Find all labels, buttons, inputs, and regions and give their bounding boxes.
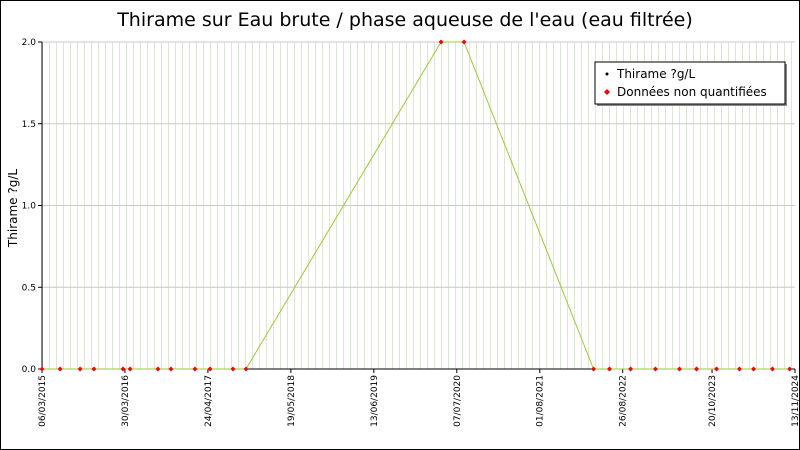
non-quantified-marker [57, 366, 63, 372]
legend-marker [604, 89, 610, 95]
x-tick-label: 13/11/2024 [791, 375, 800, 427]
non-quantified-marker [77, 366, 83, 372]
non-quantified-marker [120, 366, 126, 372]
non-quantified-marker [207, 366, 213, 372]
x-tick-label: 07/07/2020 [453, 375, 463, 427]
non-quantified-marker [591, 366, 597, 372]
y-tick-label: 2.0 [22, 38, 37, 48]
non-quantified-marker [155, 366, 161, 372]
non-quantified-marker [628, 366, 634, 372]
x-tick-label: 30/03/2016 [121, 375, 131, 427]
non-quantified-marker [769, 366, 775, 372]
legend-marker [605, 72, 609, 76]
legend-box [594, 61, 786, 105]
y-tick-label: 0.0 [22, 365, 37, 375]
non-quantified-marker [230, 366, 236, 372]
y-tick-label: 0.5 [22, 283, 36, 293]
non-quantified-marker [91, 366, 97, 372]
non-quantified-marker [461, 39, 467, 45]
non-quantified-marker [39, 366, 45, 372]
y-tick-label: 1.5 [22, 120, 36, 130]
y-tick-label: 1.0 [22, 202, 37, 212]
non-quantified-marker [694, 366, 700, 372]
non-quantified-marker [607, 366, 613, 372]
x-tick-label: 24/04/2017 [204, 375, 214, 427]
chart-title: Thirame sur Eau brute / phase aqueuse de… [116, 9, 693, 31]
non-quantified-marker [751, 366, 757, 372]
legend-label: Données non quantifiées [617, 85, 767, 99]
non-quantified-marker [243, 366, 249, 372]
x-tick-label: 26/08/2022 [619, 375, 629, 427]
non-quantified-marker [168, 366, 174, 372]
non-quantified-marker [438, 39, 444, 45]
x-tick-label: 01/08/2021 [536, 375, 546, 427]
y-axis-label: Thirame ?g/L [6, 169, 20, 248]
x-tick-label: 13/06/2019 [370, 375, 380, 427]
non-quantified-marker [736, 366, 742, 372]
non-quantified-marker [192, 366, 198, 372]
non-quantified-marker [127, 366, 133, 372]
non-quantified-marker [787, 366, 793, 372]
non-quantified-marker [676, 366, 682, 372]
non-quantified-marker [652, 366, 658, 372]
x-tick-label: 19/05/2018 [287, 375, 297, 427]
non-quantified-marker [714, 366, 720, 372]
x-tick-label: 20/10/2023 [708, 375, 718, 427]
x-tick-label: 06/03/2015 [38, 375, 48, 427]
legend-label: Thirame ?g/L [616, 67, 695, 81]
